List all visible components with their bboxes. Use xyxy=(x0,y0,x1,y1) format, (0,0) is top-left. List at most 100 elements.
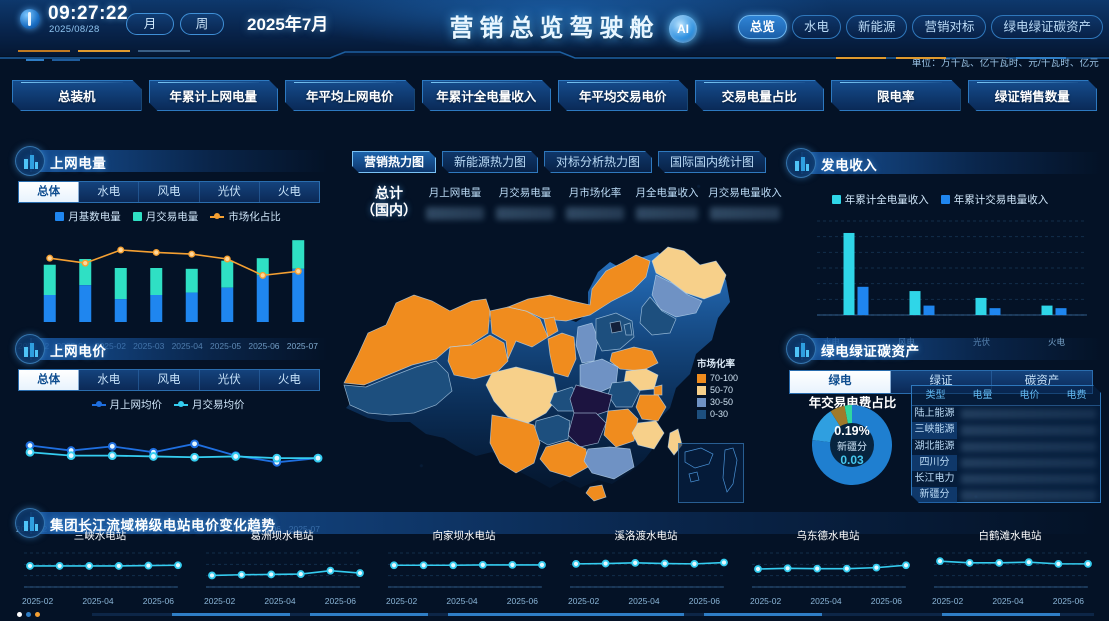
price-tab-0[interactable]: 总体 xyxy=(19,370,80,390)
pagination-dots[interactable] xyxy=(17,612,40,617)
green-asset-table[interactable]: 类型 电量 电价 电费 陆上能源 三峡能源 湖北能源 四川分 长江电力 新疆分 xyxy=(911,385,1101,503)
bar-chart-icon xyxy=(786,148,816,178)
kpi-button-0[interactable]: 总装机 xyxy=(12,80,142,111)
revenue-bar-chart xyxy=(817,220,1087,316)
green-tab-2[interactable]: 碳资产 xyxy=(1024,375,1060,387)
cascade-xtick-0-0: 2025-02 xyxy=(22,596,54,606)
cascade-chart-title-3: 溪洛渡水电站 xyxy=(614,530,678,542)
horizontal-scrollbar[interactable] xyxy=(92,613,1094,616)
pagination-dot-0[interactable] xyxy=(17,612,22,617)
kpi-button-2[interactable]: 年平均上网电价 xyxy=(285,80,415,111)
power-legend-entry-2: 市场化占比 xyxy=(210,209,281,224)
donut-center-text: 0.19% 新疆分 0.03 xyxy=(812,405,892,485)
panel-header: 上网电价 xyxy=(8,334,328,364)
map-total-label: 总计 （国内） xyxy=(360,185,418,219)
green-tab-0[interactable]: 绿电 xyxy=(790,371,891,393)
nav-item-2[interactable]: 新能源 xyxy=(845,15,908,39)
table-row[interactable]: 陆上能源 xyxy=(912,406,1100,422)
table-row[interactable]: 四川分 xyxy=(912,455,1100,471)
donut-value: 0.03 xyxy=(840,452,864,467)
power-legend-label-2: 市场化占比 xyxy=(228,211,281,223)
green-tab-1[interactable]: 绿证 xyxy=(891,371,992,393)
table-cell-values-5 xyxy=(961,490,1096,500)
power-tab-1[interactable]: 水电 xyxy=(79,182,140,202)
nav-item-3[interactable]: 营销对标 xyxy=(912,15,987,39)
nav-item-1[interactable]: 水电 xyxy=(791,15,841,39)
kpi-button-1[interactable]: 年累计上网电量 xyxy=(149,80,279,111)
table-cell-values-2 xyxy=(961,442,1096,452)
pagination-dot-1[interactable] xyxy=(26,612,31,617)
power-tab-2[interactable]: 风电 xyxy=(139,182,200,202)
map-metric-header-1: 月交易电量 xyxy=(498,187,552,199)
power-tab-4[interactable]: 火电 xyxy=(277,186,301,198)
panel-cascade-price-trend: 集团长江流域梯级电站电价变化趋势 xyxy=(8,508,1101,538)
cascade-xtick-1-1: 2025-04 xyxy=(264,596,296,606)
map-total-line1: 总计 xyxy=(375,185,403,201)
map-metric-3: 月全电量收入 xyxy=(630,185,704,220)
map-tab-2[interactable]: 对标分析热力图 xyxy=(544,151,652,173)
cascade-chart-4: 乌东德水电站 2025-02 2025-04 2025-06 xyxy=(740,528,916,608)
china-map[interactable] xyxy=(340,215,780,515)
map-legend-range-0: 70-100 xyxy=(710,373,739,383)
table-row[interactable]: 长江电力 xyxy=(912,471,1100,487)
revenue-legend-entry-1: 年累计交易电量收入 xyxy=(940,192,1048,207)
panel-title: 上网电量 xyxy=(50,156,107,171)
donut-name: 新疆分 xyxy=(837,441,867,453)
cascade-chart-title-5: 白鹤滩水电站 xyxy=(978,530,1042,542)
nav-item-4[interactable]: 绿电绿证碳资产 xyxy=(991,15,1103,39)
kpi-button-5[interactable]: 交易电量占比 xyxy=(695,80,825,111)
kpi-button-6[interactable]: 限电率 xyxy=(831,80,961,111)
ai-assistant-button[interactable]: AI xyxy=(669,15,697,43)
power-stacked-bar-chart xyxy=(43,240,305,322)
map-metric-0: 月上网电量 xyxy=(420,185,490,220)
table-row[interactable]: 三峡能源 xyxy=(912,422,1100,438)
price-tab-4[interactable]: 火电 xyxy=(277,374,301,386)
cascade-chart-title-4: 乌东德水电站 xyxy=(796,530,860,542)
kpi-button-4[interactable]: 年平均交易电价 xyxy=(558,80,688,111)
price-tab-2[interactable]: 风电 xyxy=(139,370,200,390)
china-map-svg[interactable] xyxy=(340,215,780,515)
table-row[interactable]: 湖北能源 xyxy=(912,439,1100,455)
clock-time: 09:27:22 xyxy=(48,3,129,24)
cascade-chart-grid: 三峡水电站 2025-02 2025-04 2025-06 葛洲坝水电站 2025-02 2… xyxy=(12,528,1097,608)
price-tab-3[interactable]: 光伏 xyxy=(200,370,260,390)
panel-header: 上网电量 xyxy=(8,146,328,176)
company-logo-icon xyxy=(20,9,40,29)
price-tab-1[interactable]: 水电 xyxy=(79,370,140,390)
cascade-chart-1: 葛洲坝水电站 2025-02 2025-04 2025-06 xyxy=(194,528,370,608)
power-legend-label-1: 月交易电量 xyxy=(145,211,199,223)
power-legend-entry-0: 月基数电量 xyxy=(55,209,121,224)
map-metric-1: 月交易电量 xyxy=(490,185,560,220)
kpi-button-3[interactable]: 年累计全电量收入 xyxy=(422,80,552,111)
donut-chart[interactable]: 0.19% 新疆分 0.03 xyxy=(812,405,892,485)
map-tab-3[interactable]: 国际国内统计图 xyxy=(658,151,766,173)
clock-date: 2025/08/28 xyxy=(49,24,100,35)
cascade-chart-2: 向家坝水电站 2025-02 2025-04 2025-06 xyxy=(376,528,552,608)
table-cell-values-4 xyxy=(961,474,1096,484)
map-legend-range-2: 30-50 xyxy=(710,397,734,407)
period-toggle-month[interactable]: 月 xyxy=(126,13,174,35)
map-legend: 市场化率 70-100 50-70 30-50 0-30 xyxy=(697,356,738,421)
revenue-legend-entry-0: 年累计全电量收入 xyxy=(831,192,929,207)
power-tab-0[interactable]: 总体 xyxy=(19,182,80,202)
kpi-button-7[interactable]: 绿证销售数量 xyxy=(968,80,1098,111)
pagination-dot-2[interactable] xyxy=(35,612,40,617)
cascade-xtick-5-2: 2025-06 xyxy=(1052,596,1084,606)
price-legend-label-1: 月交易均价 xyxy=(192,399,245,411)
power-tab-3[interactable]: 光伏 xyxy=(200,182,260,202)
period-toggle-week[interactable]: 周 xyxy=(180,13,224,35)
donut-chart-svg[interactable] xyxy=(812,405,892,485)
panel-title: 集团长江流域梯级电站电价变化趋势 xyxy=(50,518,276,533)
panel-header: 集团长江流域梯级电站电价变化趋势 xyxy=(8,508,1101,538)
table-row[interactable]: 新疆分 xyxy=(912,487,1100,503)
revenue-legend-label-0: 年累计全电量收入 xyxy=(844,194,929,206)
donut-percent: 0.19% xyxy=(834,423,870,438)
table-cell-type-4: 长江电力 xyxy=(914,473,955,485)
map-tab-0[interactable]: 营销热力图 xyxy=(352,151,436,173)
map-legend-swatch-1 xyxy=(697,385,706,395)
price-legend-label-0: 月上网均价 xyxy=(109,399,163,411)
price-legend-entry-1: 月交易均价 xyxy=(174,397,245,412)
map-tab-1[interactable]: 新能源热力图 xyxy=(442,151,538,173)
nav-item-0[interactable]: 总览 xyxy=(737,15,787,39)
